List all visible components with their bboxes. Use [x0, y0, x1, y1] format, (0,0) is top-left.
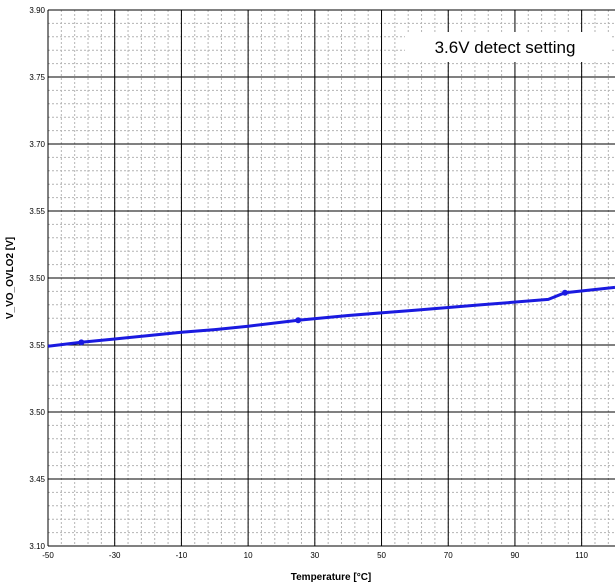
x-tick-label: -30 [109, 551, 121, 560]
series-marker [562, 290, 568, 296]
series-marker [78, 339, 84, 345]
x-tick-label: 110 [575, 551, 588, 560]
x-tick-label: 30 [310, 551, 319, 560]
y-axis-title: V_VO_OVLO2 [V] [5, 237, 16, 319]
y-tick-label: 3.70 [29, 140, 45, 149]
x-tick-label: 70 [444, 551, 453, 560]
x-tick-label: 90 [510, 551, 519, 560]
y-tick-label: 3.45 [29, 475, 45, 484]
x-tick-label: -50 [42, 551, 54, 560]
y-tick-label: 3.90 [29, 6, 45, 15]
y-tick-label: 3.75 [29, 73, 45, 82]
annotation-text: 3.6V detect setting [435, 38, 576, 57]
y-tick-label: 3.55 [29, 207, 45, 216]
y-tick-label: 3.50 [29, 274, 45, 283]
x-tick-label: 10 [244, 551, 253, 560]
x-axis-title: Temperature [°C] [291, 572, 372, 583]
x-tick-label: 50 [377, 551, 386, 560]
series-marker [295, 317, 301, 323]
x-tick-label: -10 [176, 551, 188, 560]
y-tick-label: 3.50 [29, 408, 45, 417]
y-tick-label: 3.55 [29, 341, 45, 350]
y-tick-label: 3.10 [29, 542, 45, 551]
